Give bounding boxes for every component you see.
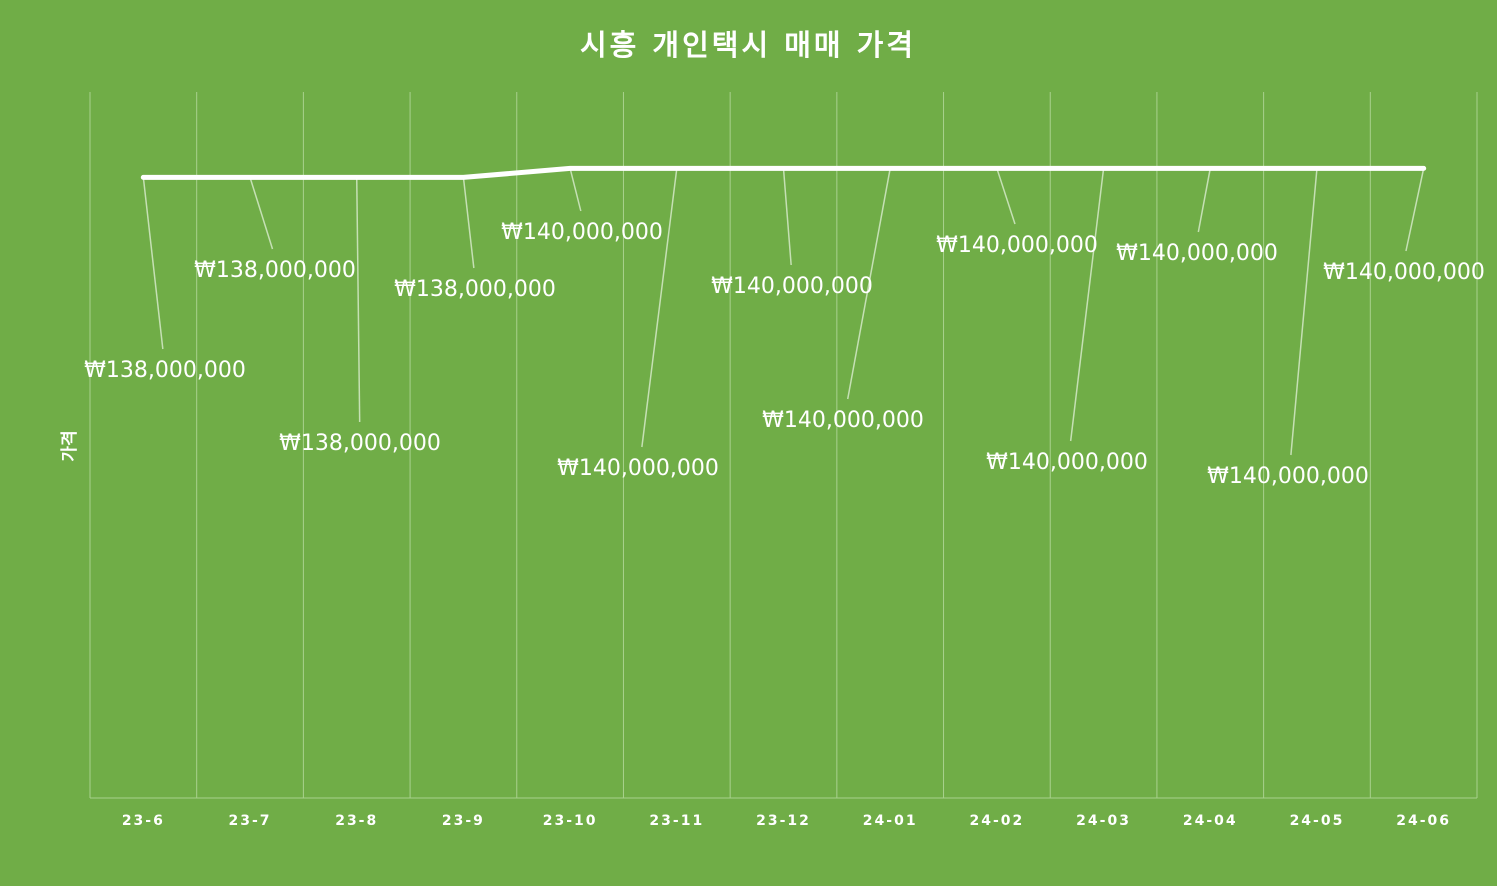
- data-label: ₩140,000,000: [1207, 464, 1369, 489]
- x-tick-label: 23-9: [442, 813, 485, 829]
- x-tick-label: 24-05: [1290, 813, 1345, 829]
- leader-line: [569, 168, 582, 212]
- leader-line: [1290, 168, 1318, 456]
- x-tick-label: 24-06: [1396, 813, 1451, 829]
- x-tick-label: 23-12: [756, 813, 811, 829]
- leader-line: [782, 168, 792, 266]
- x-tick-label: 23-7: [229, 813, 272, 829]
- data-label-leaders: [142, 168, 1425, 456]
- data-labels: ₩138,000,000 ₩138,000,000 ₩138,000,000 ₩138…: [84, 220, 1485, 489]
- series-line: [140, 165, 1427, 180]
- x-tick-label: 23-8: [335, 813, 378, 829]
- leader-line: [1197, 168, 1212, 233]
- leader-line: [996, 168, 1016, 225]
- x-tick-label: 23-10: [543, 813, 598, 829]
- data-label: ₩138,000,000: [279, 431, 441, 456]
- data-label: ₩138,000,000: [84, 358, 246, 383]
- chart-title: 시흥 개인택시 매매 가격: [580, 28, 916, 62]
- leader-line: [355, 177, 361, 423]
- x-tick-label: 24-02: [969, 813, 1024, 829]
- leader-line: [142, 177, 164, 350]
- x-tick-label: 24-04: [1183, 813, 1238, 829]
- y-axis-title: 가격: [60, 430, 80, 461]
- leader-line: [249, 177, 274, 250]
- x-axis-ticks: 23-6 23-7 23-8 23-9 23-10 23-11 23-12 24-01 24-0…: [122, 813, 1451, 829]
- leader-line: [641, 168, 678, 448]
- data-label: ₩140,000,000: [936, 233, 1098, 258]
- leader-line: [846, 168, 891, 400]
- data-label: ₩138,000,000: [394, 277, 556, 302]
- x-tick-label: 24-03: [1076, 813, 1131, 829]
- data-label: ₩140,000,000: [986, 450, 1148, 475]
- data-label: ₩140,000,000: [501, 220, 663, 245]
- leader-line: [462, 177, 475, 269]
- data-label: ₩140,000,000: [557, 456, 719, 481]
- data-label: ₩138,000,000: [194, 258, 356, 283]
- x-tick-label: 23-6: [122, 813, 165, 829]
- leader-line: [1069, 168, 1105, 442]
- data-label: ₩140,000,000: [762, 408, 924, 433]
- data-label: ₩140,000,000: [1116, 241, 1278, 266]
- gridlines: [89, 92, 1478, 798]
- data-label: ₩140,000,000: [1323, 260, 1485, 285]
- leader-line: [1405, 168, 1425, 252]
- x-tick-label: 24-01: [863, 813, 918, 829]
- x-tick-label: 23-11: [649, 813, 704, 829]
- data-label: ₩140,000,000: [711, 274, 873, 299]
